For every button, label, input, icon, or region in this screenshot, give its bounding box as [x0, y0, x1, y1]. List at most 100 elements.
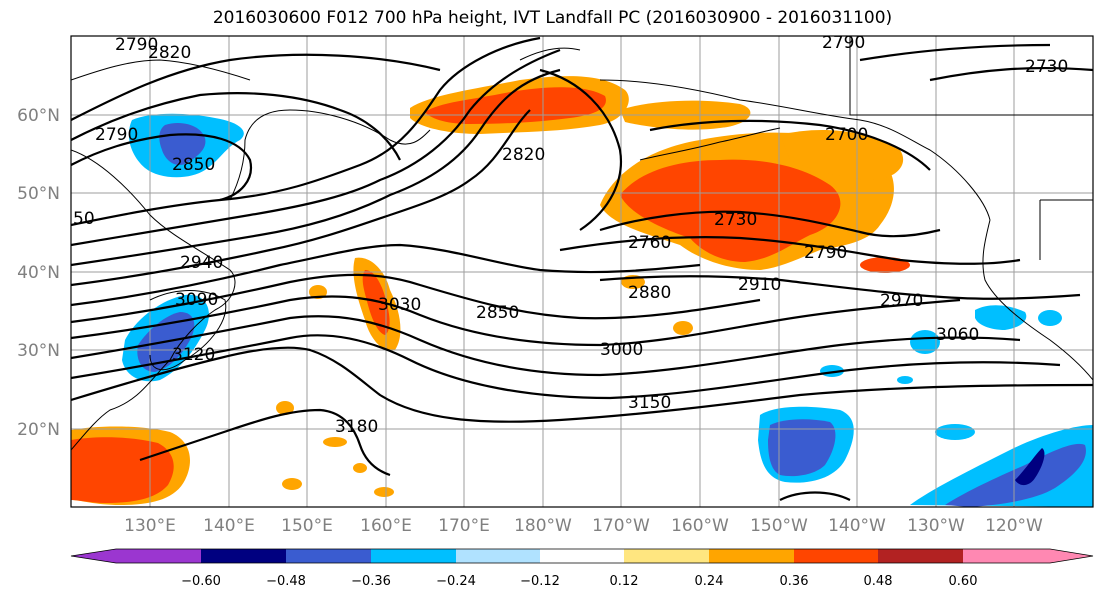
colorbar-cell	[794, 549, 878, 563]
contour-line	[71, 315, 1021, 377]
contour-line	[929, 66, 1093, 82]
lon-label: 170°E	[438, 516, 490, 536]
contour-line	[649, 119, 931, 171]
ivt-region-blue-se	[768, 419, 836, 477]
contour-line	[71, 109, 531, 287]
ivt-patch	[309, 285, 327, 299]
colorbar-cell	[371, 549, 456, 563]
colorbar-extend-high	[1050, 549, 1093, 563]
colorbar-cell	[540, 549, 624, 563]
colorbar-outline	[70, 548, 1094, 564]
lon-label: 160°E	[360, 516, 412, 536]
colorbar-cell	[878, 549, 963, 563]
colorbar-tick-label: −0.48	[266, 574, 306, 589]
ivt-patch-neg	[1038, 310, 1062, 326]
latitude-labels: 60°N 50°N 40°N 30°N 20°N	[17, 106, 60, 440]
coastlines	[71, 36, 1093, 451]
colorbar-cells	[71, 549, 1093, 563]
contour-line	[71, 346, 1093, 423]
colorbar-tick-label: 0.24	[695, 574, 724, 589]
contour-line	[779, 491, 851, 501]
contour-label: 2850	[476, 303, 519, 323]
contour-line	[71, 36, 541, 227]
colorbar-tick-label: 0.60	[949, 574, 978, 589]
contour-label: 2730	[1025, 57, 1068, 77]
contour-line	[859, 43, 1051, 62]
colorbar-ticks: −0.60 −0.48 −0.36 −0.24 −0.12 0.12 0.24 …	[181, 574, 977, 589]
colorbar-tick-label: −0.36	[351, 574, 391, 589]
colorbar-tick-label: 0.36	[780, 574, 809, 589]
ivt-region-lightblue-east	[975, 305, 1027, 330]
contour-label: 3000	[600, 340, 643, 360]
contour-label: 2940	[180, 253, 223, 273]
ivt-patch-neg	[897, 376, 913, 384]
colorbar-cell	[624, 549, 709, 563]
contour-label: 2790	[115, 35, 158, 55]
ivt-region-orange-west-coast	[780, 130, 904, 180]
contour-label: 3120	[172, 345, 215, 365]
colorbar-tick-label: 0.12	[610, 574, 639, 589]
contour-label: 3180	[335, 417, 378, 437]
contour-label: 2790	[822, 33, 865, 53]
ivt-patch	[276, 401, 294, 415]
contour-label: 2850	[172, 155, 215, 175]
contour-line	[539, 68, 622, 231]
lat-label: 40°N	[17, 263, 60, 283]
contour-label: 3030	[378, 295, 421, 315]
ivt-patch-neg	[935, 424, 975, 440]
colorbar-cell	[201, 549, 286, 563]
lon-label: 150°E	[281, 516, 333, 536]
colorbar-cell	[286, 549, 371, 563]
contour-label: 2820	[502, 145, 545, 165]
contour-label: 2700	[825, 125, 868, 145]
lon-label: 180°W	[514, 516, 572, 536]
lat-label: 60°N	[17, 106, 60, 126]
ivt-region-red-east-jet	[362, 270, 390, 335]
ivt-patch	[374, 487, 394, 497]
ivt-region-darkblue-far-se	[1015, 448, 1045, 486]
map-frame	[70, 35, 1094, 508]
ivt-patch	[353, 463, 367, 473]
contour-line	[559, 236, 1021, 265]
contour-label: 2730	[714, 210, 757, 230]
contour-label: 2760	[628, 233, 671, 253]
colorbar-cell	[116, 549, 201, 563]
contour-line	[71, 243, 701, 307]
colorbar-cell	[709, 549, 794, 563]
ivt-patch	[673, 321, 693, 335]
colorbar-cell	[456, 549, 540, 563]
colorbar-extend-low	[71, 549, 116, 563]
contour-label: 2790	[95, 125, 138, 145]
lon-label: 140°E	[203, 516, 255, 536]
colorbar-cell	[963, 549, 1050, 563]
lon-label: 160°W	[671, 516, 729, 536]
contour-line	[71, 133, 253, 202]
ivt-patch	[282, 478, 302, 490]
contour-line	[71, 68, 561, 267]
contour-line	[139, 408, 391, 477]
contour-line	[71, 273, 761, 324]
lon-label: 130°E	[124, 516, 176, 536]
longitude-labels: 130°E 140°E 150°E 160°E 170°E 180°W 170°…	[124, 516, 1043, 536]
contour-label: 3060	[936, 325, 979, 345]
ivt-region-red-subtropic	[71, 437, 174, 503]
height-contours	[71, 36, 1093, 501]
contour-line	[71, 334, 1061, 400]
contour-label: 2790	[804, 243, 847, 263]
contour-line	[71, 48, 561, 247]
colorbar-tick-label: −0.12	[520, 574, 560, 589]
contour-label: 50	[73, 209, 95, 229]
colorbar-tick-label: −0.24	[436, 574, 476, 589]
ivt-patch	[860, 257, 910, 273]
lat-label: 30°N	[17, 341, 60, 361]
contour-labels: 2790 2820 2790 2730 2700 2820 2790 2850 …	[73, 33, 1068, 437]
contour-label: 2880	[628, 283, 671, 303]
lon-label: 170°W	[592, 516, 650, 536]
contour-label: 3090	[175, 290, 218, 310]
plot-title: 2016030600 F012 700 hPa height, IVT Land…	[212, 8, 893, 28]
colorbar-tick-label: 0.48	[864, 574, 893, 589]
graticule	[71, 36, 1093, 507]
ivt-patch-neg	[910, 330, 940, 354]
contour-line	[71, 92, 401, 161]
